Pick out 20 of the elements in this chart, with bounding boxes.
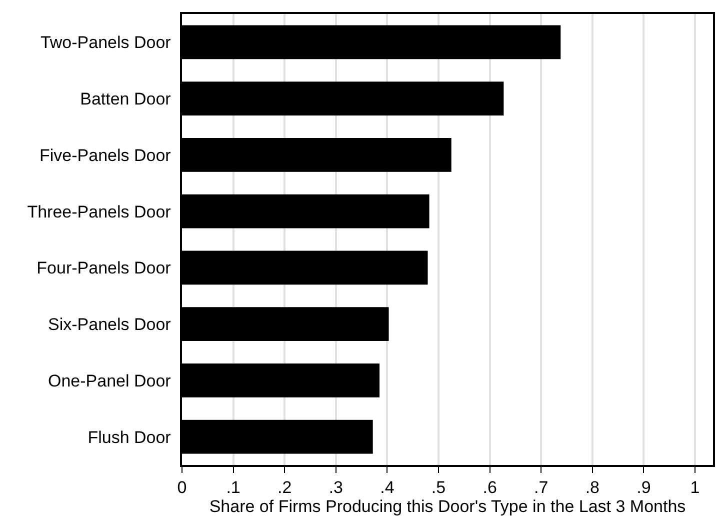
y-tick-label: Five-Panels Door bbox=[40, 146, 172, 165]
x-tick-label: .4 bbox=[380, 478, 394, 498]
x-tick-label: .8 bbox=[585, 478, 600, 498]
y-tick-label: One-Panel Door bbox=[48, 371, 172, 390]
x-axis-title: Share of Firms Producing this Door's Type in the Last 3 Months bbox=[209, 497, 686, 516]
x-tick-label: .2 bbox=[278, 478, 292, 498]
y-tick-label: Flush Door bbox=[88, 428, 172, 447]
x-tick-label: .5 bbox=[431, 478, 446, 498]
y-tick-label: Four-Panels Door bbox=[36, 258, 172, 278]
y-tick-label: Six-Panels Door bbox=[48, 315, 172, 334]
y-tick-label: Three-Panels Door bbox=[27, 202, 172, 222]
x-tick-label: 0 bbox=[177, 478, 187, 498]
x-tick-label: .9 bbox=[636, 478, 651, 498]
x-tick-label: .7 bbox=[534, 478, 548, 498]
y-tick-label: Two-Panels Door bbox=[40, 33, 172, 52]
x-tick-label: .3 bbox=[328, 478, 344, 498]
x-tick-label: .6 bbox=[482, 478, 497, 498]
x-tick-label: .1 bbox=[226, 478, 240, 498]
x-tick-label: 1 bbox=[690, 478, 700, 498]
y-tick-label: Batten Door bbox=[80, 90, 172, 109]
